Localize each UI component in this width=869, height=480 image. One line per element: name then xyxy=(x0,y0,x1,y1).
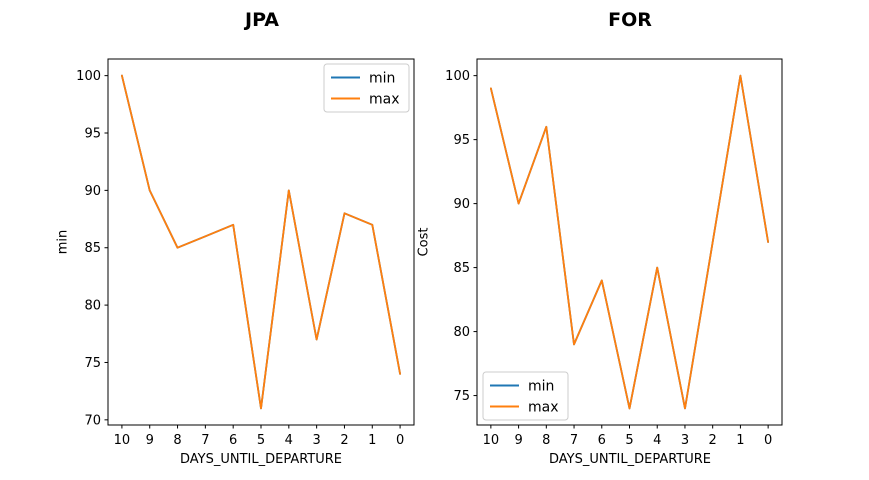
y-tick-label: 85 xyxy=(84,241,101,256)
legend-label-min: min xyxy=(528,379,554,395)
chart-title-jpa: JPA xyxy=(245,9,279,31)
y-axis-label-jpa: min xyxy=(55,229,71,255)
series-line-max xyxy=(489,74,769,410)
x-tick-label: 10 xyxy=(114,433,131,448)
x-axis-label-for: DAYS_UNTIL_DEPARTURE xyxy=(548,452,712,467)
y-tick-label: 100 xyxy=(76,69,101,84)
x-tick-label: 1 xyxy=(736,433,744,448)
x-tick-label: 1 xyxy=(368,433,376,448)
series-line-min xyxy=(489,74,769,410)
x-tick-label: 2 xyxy=(709,433,717,448)
series-line-max xyxy=(121,74,402,410)
x-tick-label: 4 xyxy=(653,433,661,448)
x-tick-label: 7 xyxy=(201,433,209,448)
legend-label-max: max xyxy=(528,400,559,416)
y-tick-label: 85 xyxy=(453,261,470,276)
x-tick-label: 3 xyxy=(681,433,689,448)
y-axis-label-for: Cost xyxy=(416,227,432,257)
x-axis-label-jpa: DAYS_UNTIL_DEPARTURE xyxy=(179,452,343,467)
y-tick-label: 90 xyxy=(453,197,470,212)
chart-title-for: FOR xyxy=(608,9,652,31)
x-tick-label: 4 xyxy=(285,433,293,448)
x-tick-label: 7 xyxy=(570,433,578,448)
y-tick-label: 80 xyxy=(453,325,470,340)
legend-label-max: max xyxy=(369,92,400,108)
y-tick-label: 70 xyxy=(84,413,101,428)
x-tick-label: 6 xyxy=(598,433,606,448)
x-tick-label: 8 xyxy=(542,433,550,448)
legend: min max xyxy=(323,63,410,113)
y-tick-label: 80 xyxy=(84,299,101,314)
x-tick-label: 5 xyxy=(625,433,633,448)
y-tick-label: 75 xyxy=(453,389,470,404)
x-tick-label: 9 xyxy=(514,433,522,448)
y-tick-label: 100 xyxy=(445,69,470,84)
x-tick-label: 0 xyxy=(764,433,772,448)
legend-label-min: min xyxy=(369,71,395,87)
x-tick-label: 10 xyxy=(483,433,500,448)
y-tick-label: 75 xyxy=(84,356,101,371)
axes-frame xyxy=(107,58,415,426)
legend-box xyxy=(482,371,569,421)
axes-frame xyxy=(476,58,783,426)
x-tick-label: 9 xyxy=(146,433,154,448)
y-tick-label: 95 xyxy=(84,127,101,142)
legend: min max xyxy=(482,371,569,421)
x-tick-label: 0 xyxy=(396,433,404,448)
x-tick-label: 3 xyxy=(312,433,320,448)
x-tick-label: 2 xyxy=(340,433,348,448)
series-line-min xyxy=(121,74,402,410)
y-tick-label: 90 xyxy=(84,184,101,199)
legend-box xyxy=(323,63,410,113)
x-tick-label: 8 xyxy=(173,433,181,448)
y-tick-label: 95 xyxy=(453,133,470,148)
x-tick-label: 5 xyxy=(257,433,265,448)
x-tick-label: 6 xyxy=(229,433,237,448)
